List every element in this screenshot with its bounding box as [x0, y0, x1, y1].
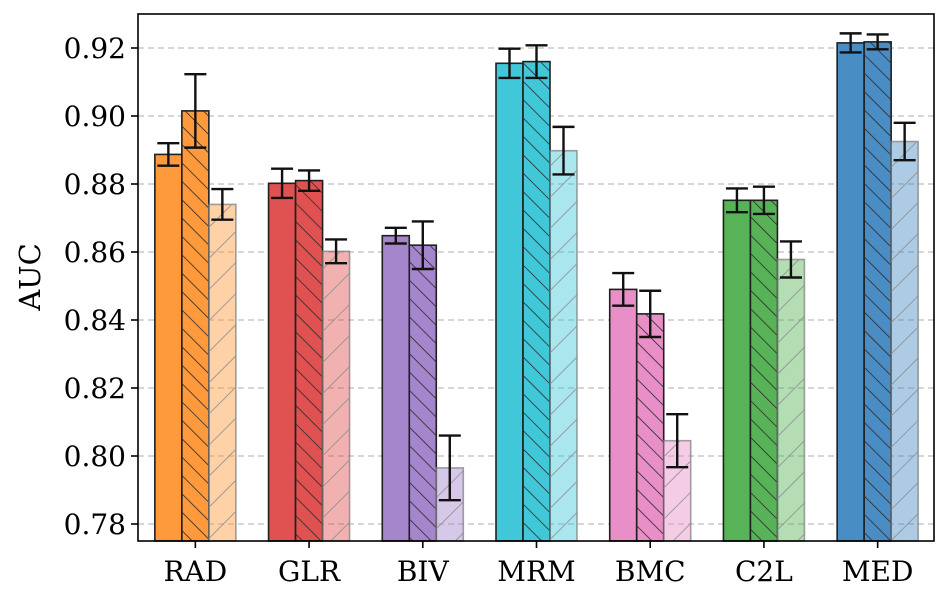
bar-biv-variant-1	[381, 234, 411, 542]
error-bar-c2l-variant-2	[752, 185, 775, 216]
error-bar-mrm-variant-1	[498, 47, 521, 80]
bar-hatch-glr-variant-3	[322, 251, 350, 541]
error-bar-rad-variant-3	[211, 187, 234, 221]
x-tick-label-rad: RAD	[163, 555, 227, 588]
y-tick-label: 0.88	[64, 168, 126, 201]
bar-glr-variant-1	[267, 182, 297, 542]
error-bar-med-variant-1	[839, 32, 862, 54]
bar-hatch-mrm-variant-3	[550, 150, 577, 541]
x-tick-label-med: MED	[842, 555, 914, 588]
y-tick-label: 0.86	[64, 236, 126, 269]
error-bar-mrm-variant-2	[525, 44, 548, 80]
bar-hatch-c2l-variant-3	[777, 259, 805, 541]
error-bar-med-variant-2	[866, 33, 889, 51]
bar-hatch-rad-variant-3	[208, 204, 236, 541]
error-bar-glr-variant-3	[325, 238, 348, 265]
bar-hatch-mrm-variant-2	[523, 61, 550, 541]
y-axis-label: AUC	[13, 243, 47, 312]
bar-hatch-c2l-variant-2	[750, 200, 778, 541]
error-bar-bmc-variant-2	[639, 289, 662, 339]
x-tick-label-mrm: MRM	[497, 555, 575, 588]
error-bar-glr-variant-1	[271, 167, 294, 200]
bar-hatch-med-variant-3	[891, 141, 919, 541]
x-tick-label-biv: BIV	[397, 555, 450, 588]
y-tick-label: 0.82	[64, 372, 126, 405]
error-bar-med-variant-3	[893, 121, 916, 162]
y-tick-label: 0.84	[64, 304, 126, 337]
bar-hatch-bmc-variant-2	[636, 313, 664, 541]
y-tick-label: 0.92	[64, 32, 126, 65]
error-bar-biv-variant-3	[438, 434, 461, 502]
error-bar-rad-variant-2	[184, 72, 207, 149]
x-tick-label-glr: GLR	[278, 555, 341, 588]
error-bars	[157, 32, 916, 502]
bar-c2l-variant-1	[722, 199, 752, 542]
bar-hatch-med-variant-2	[864, 41, 892, 541]
error-bar-bmc-variant-1	[612, 271, 635, 307]
error-bar-c2l-variant-3	[779, 240, 802, 279]
x-axis-ticks: RAD GLR BIV MRM BMC C2L MED	[163, 541, 913, 588]
error-bar-bmc-variant-3	[666, 412, 689, 469]
error-bar-glr-variant-2	[298, 169, 321, 192]
bar-med-variant-1	[836, 42, 865, 542]
x-tick-label-c2l: C2L	[735, 555, 793, 588]
error-bar-mrm-variant-3	[552, 125, 575, 176]
bar-hatch-rad-variant-2	[181, 110, 209, 542]
bar-mrm-variant-1	[495, 62, 524, 542]
error-bar-c2l-variant-1	[725, 187, 748, 214]
bar-hatch-biv-variant-2	[409, 245, 437, 541]
error-bar-biv-variant-1	[384, 226, 407, 245]
error-bar-biv-variant-2	[411, 220, 434, 271]
x-tick-label-bmc: BMC	[615, 555, 686, 588]
bar-hatch-glr-variant-2	[295, 180, 323, 541]
bar-bmc-variant-1	[608, 288, 638, 542]
y-tick-label: 0.80	[64, 440, 126, 473]
bar-rad-variant-1	[154, 153, 183, 542]
bars	[154, 41, 919, 542]
y-tick-label: 0.90	[64, 100, 126, 133]
y-axis-ticks: 0.78 0.80 0.82 0.84 0.86 0.88 0.90 0.92	[64, 32, 138, 541]
y-tick-label: 0.78	[64, 508, 126, 541]
error-bar-rad-variant-1	[157, 142, 180, 167]
